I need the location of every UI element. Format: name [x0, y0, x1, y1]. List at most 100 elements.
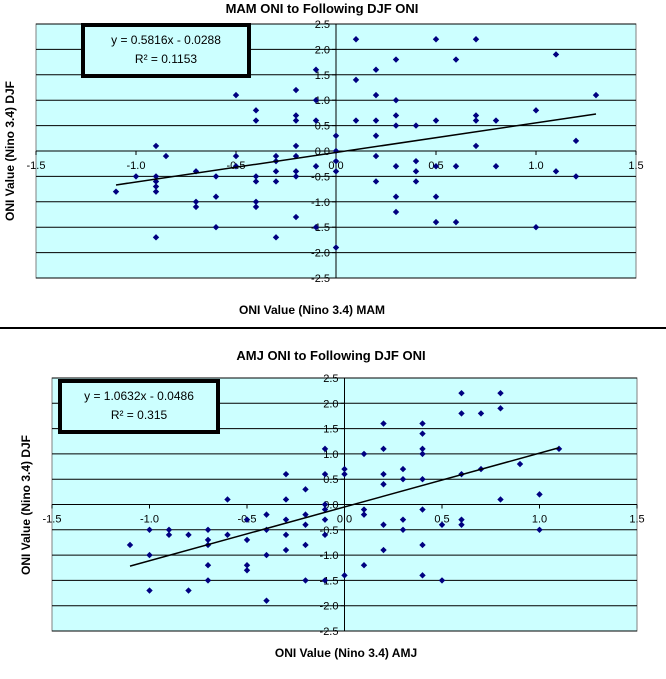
data-point — [243, 516, 251, 523]
data-point — [152, 183, 160, 190]
data-point — [360, 511, 368, 518]
data-point — [321, 531, 329, 539]
data-point — [165, 531, 173, 539]
y-axis-label: ONI Value (Nino 3.4) DJF — [19, 435, 33, 575]
data-point — [302, 511, 309, 518]
y-tick-label: -2.0 — [320, 601, 339, 613]
data-point — [252, 173, 260, 180]
data-point — [372, 66, 380, 73]
chart-svg-amj: -2.5-2.0-1.5-1.0-0.50.00.51.01.52.02.5-1… — [19, 348, 645, 660]
data-point — [532, 224, 540, 231]
y-tick-label: -0.5 — [311, 171, 330, 183]
data-point — [321, 501, 329, 508]
y-tick-label: 2.0 — [315, 44, 330, 56]
y-tick-label: 1.0 — [315, 95, 330, 107]
data-point — [380, 445, 387, 453]
data-point — [492, 163, 500, 170]
data-point — [252, 203, 260, 211]
data-point — [302, 521, 309, 528]
data-point — [497, 405, 504, 412]
data-point — [432, 36, 440, 43]
data-point — [263, 597, 270, 604]
x-axis-label: ONI Value (Nino 3.4) AMJ — [275, 646, 417, 660]
data-point — [419, 450, 426, 458]
data-point — [282, 470, 290, 478]
data-point — [372, 91, 380, 99]
y-tick-label: -1.0 — [311, 197, 330, 209]
data-point — [252, 107, 260, 114]
y-tick-label: -2.5 — [311, 273, 330, 285]
data-point — [212, 193, 220, 200]
equation-box — [58, 379, 220, 434]
x-axis-label: ONI Value (Nino 3.4) MAM — [239, 303, 385, 317]
data-point — [516, 460, 524, 468]
data-point — [332, 168, 340, 175]
data-point — [152, 188, 160, 195]
chart-svg-mam: -2.5-2.0-1.5-1.0-0.50.00.51.01.52.02.5-1… — [3, 1, 644, 317]
data-point — [552, 168, 560, 175]
data-point — [432, 117, 440, 124]
data-point — [432, 193, 440, 200]
y-tick-label: 2.5 — [315, 19, 330, 31]
chart-title: MAM ONI to Following DJF ONI — [226, 1, 419, 16]
x-tick-label: 0.5 — [434, 514, 449, 526]
data-point — [458, 389, 465, 397]
data-point — [372, 132, 380, 139]
data-point — [472, 112, 480, 119]
chart-title: AMJ ONI to Following DJF ONI — [236, 348, 425, 363]
y-tick-label: 2.0 — [323, 398, 338, 410]
data-point — [224, 531, 231, 539]
data-point — [592, 91, 600, 99]
data-point — [572, 173, 580, 180]
data-point — [552, 51, 560, 58]
data-point — [372, 117, 380, 124]
data-point — [380, 470, 387, 478]
data-point — [360, 506, 368, 513]
data-point — [399, 476, 407, 483]
y-tick-label: -1.5 — [320, 575, 339, 587]
data-point — [282, 531, 290, 539]
data-point — [412, 122, 420, 129]
data-point — [332, 132, 340, 139]
data-point — [438, 521, 446, 528]
data-point — [452, 218, 460, 226]
data-point — [380, 420, 387, 427]
data-point — [392, 56, 400, 63]
data-point — [341, 465, 348, 473]
data-point — [312, 224, 320, 231]
data-point — [152, 142, 160, 150]
data-point — [232, 152, 240, 160]
data-point — [380, 521, 387, 528]
data-point — [372, 178, 380, 185]
data-point — [452, 56, 460, 63]
data-point — [352, 117, 360, 124]
data-point — [392, 193, 400, 200]
data-point — [292, 173, 300, 180]
data-point — [555, 445, 563, 453]
data-point — [392, 97, 400, 104]
y-tick-label: -2.0 — [311, 248, 330, 260]
y-axis-label: ONI Value (Nino 3.4) DJF — [3, 81, 17, 221]
x-tick-label: 0.0 — [328, 160, 343, 172]
y-tick-label: 1.5 — [323, 424, 338, 436]
data-point — [432, 218, 440, 226]
y-tick-label: 1.0 — [323, 449, 338, 461]
data-point — [252, 117, 260, 124]
data-point — [497, 496, 504, 503]
data-point — [263, 511, 270, 518]
data-point — [321, 470, 329, 478]
data-point — [312, 66, 320, 73]
x-tick-label: 1.0 — [528, 160, 543, 172]
data-point — [312, 117, 320, 124]
data-point — [292, 112, 300, 119]
data-point — [412, 157, 420, 165]
x-tick-label: 1.0 — [532, 514, 547, 526]
r-squared: R² = 0.1153 — [135, 52, 197, 66]
data-point — [399, 465, 407, 473]
chart-panel-amj: -2.5 -2.0 -1.5 -1.0 -0.5 0.0 0.5 1.0 1.5 2.0 2.5 -1… — [0, 328, 666, 679]
data-point — [312, 97, 320, 104]
data-point — [282, 496, 290, 503]
data-point — [352, 76, 360, 84]
data-point — [392, 122, 400, 129]
equation-box — [81, 23, 251, 78]
